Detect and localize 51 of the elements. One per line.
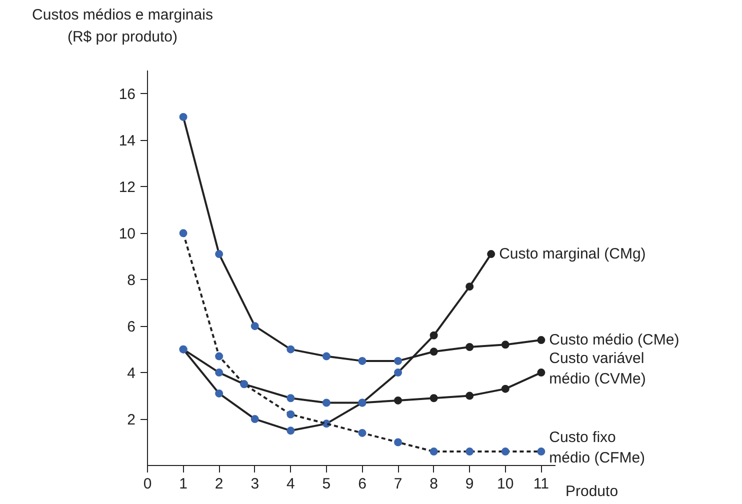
point bbox=[501, 448, 510, 456]
point bbox=[215, 389, 224, 398]
y-axis-title: Custos médios e marginais (R$ por produto) bbox=[32, 6, 213, 46]
point bbox=[430, 448, 438, 456]
point bbox=[358, 356, 366, 365]
x-tick-label: 3 bbox=[250, 476, 260, 492]
point bbox=[286, 410, 295, 418]
point bbox=[286, 426, 295, 435]
y-tick-label: 6 bbox=[127, 318, 136, 336]
x-tick-label: 2 bbox=[214, 476, 224, 492]
point bbox=[179, 229, 188, 238]
x-tick-label: 9 bbox=[465, 476, 474, 492]
point bbox=[537, 368, 546, 377]
point bbox=[394, 368, 402, 377]
x-tick-label: 1 bbox=[179, 476, 188, 492]
x-tick-label: 11 bbox=[533, 476, 549, 492]
series-label: Custo médio (CMe) bbox=[549, 332, 680, 349]
point bbox=[250, 415, 259, 424]
y-tick-label: 4 bbox=[127, 365, 136, 382]
series-label: Custo marginal (CMg) bbox=[499, 246, 646, 263]
point bbox=[394, 438, 402, 446]
y-tick-label: 2 bbox=[127, 412, 136, 429]
x-axis-title: Produto bbox=[566, 483, 618, 500]
series-label: Custo variável médio (CVMe) bbox=[549, 350, 646, 388]
y-tick-label: 8 bbox=[127, 272, 136, 290]
point bbox=[394, 356, 402, 365]
x-tick-label: 4 bbox=[286, 476, 295, 492]
point bbox=[501, 384, 510, 393]
y-tick-label: 16 bbox=[118, 86, 136, 104]
point bbox=[537, 448, 546, 456]
series-label: Custo fixo médio (CFMe) bbox=[549, 429, 646, 467]
x-tick-label: 7 bbox=[394, 476, 402, 492]
point bbox=[430, 394, 438, 402]
point bbox=[179, 112, 188, 121]
x-tick-label: 5 bbox=[322, 476, 331, 492]
point bbox=[394, 396, 402, 404]
point bbox=[250, 322, 259, 330]
x-tick-label: 10 bbox=[497, 476, 514, 492]
point bbox=[466, 448, 474, 456]
x-tick-label: 0 bbox=[143, 476, 152, 492]
point bbox=[215, 250, 224, 258]
x-tick-label: 6 bbox=[358, 476, 366, 492]
point bbox=[466, 392, 474, 400]
y-tick-label: 10 bbox=[118, 226, 136, 243]
x-tick-label: 8 bbox=[430, 476, 438, 492]
point bbox=[215, 352, 224, 360]
y-tick-label: 14 bbox=[118, 132, 136, 150]
point bbox=[322, 352, 330, 360]
y-tick-label: 12 bbox=[118, 179, 136, 196]
point bbox=[358, 428, 366, 437]
point bbox=[286, 345, 295, 354]
